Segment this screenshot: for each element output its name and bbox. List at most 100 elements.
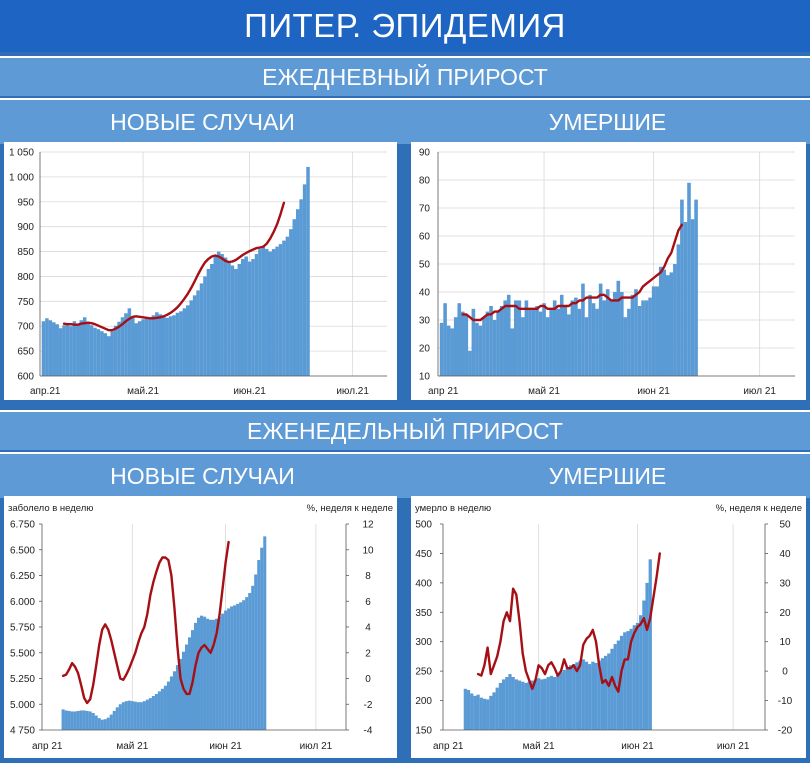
- y2-tick-label: -4: [364, 726, 373, 737]
- bar: [206, 618, 210, 730]
- bar: [216, 251, 221, 376]
- bar: [212, 619, 216, 730]
- bar: [91, 713, 95, 730]
- bar: [683, 222, 688, 376]
- y2-tick-label: 20: [779, 608, 791, 619]
- y-tick-label: 250: [415, 667, 432, 678]
- weekly-deaths-svg: 150 200 250 300 350 400 450 500 -20 -10 0 10 20 30 40 5…: [415, 503, 802, 752]
- bar: [196, 290, 200, 376]
- bar: [680, 199, 684, 376]
- bar: [251, 259, 255, 376]
- bar: [527, 681, 531, 730]
- bar: [194, 622, 198, 730]
- y-tick-label: 200: [415, 696, 432, 707]
- y2-tick-label: 10: [779, 637, 791, 648]
- bar: [673, 264, 677, 376]
- bar: [499, 306, 504, 376]
- bar: [482, 317, 486, 376]
- bar: [227, 261, 231, 376]
- bar: [268, 251, 272, 376]
- bar: [112, 710, 116, 730]
- bar: [100, 331, 104, 376]
- bar: [106, 336, 111, 376]
- bar: [584, 317, 589, 376]
- bar: [67, 710, 71, 730]
- bar: [517, 300, 522, 376]
- y-tick-label: 500: [415, 520, 432, 531]
- bar: [155, 312, 159, 376]
- bar: [574, 297, 578, 376]
- bar: [498, 682, 503, 730]
- bar: [543, 678, 547, 730]
- bar: [236, 603, 240, 730]
- bar: [215, 618, 219, 730]
- bar: [275, 246, 279, 376]
- bar: [694, 199, 698, 376]
- bar: [559, 672, 563, 730]
- bar: [635, 622, 640, 730]
- y2-tick-label: 2: [365, 648, 371, 659]
- y-tick-label: 950: [17, 197, 34, 208]
- bar: [223, 257, 228, 376]
- x-tick-label: июн.21: [233, 386, 266, 397]
- bar: [489, 306, 493, 376]
- weekly-section-title: ЕЖЕНЕДЕЛЬНЫЙ ПРИРОСТ: [247, 417, 563, 444]
- bar: [535, 306, 539, 376]
- bar: [158, 314, 163, 376]
- bar: [242, 600, 246, 730]
- x-tick-label: май 21: [523, 741, 555, 752]
- bar: [521, 681, 525, 730]
- bar: [182, 308, 187, 376]
- bar: [131, 317, 135, 376]
- bar: [100, 719, 104, 730]
- bar: [629, 628, 633, 730]
- bar: [642, 600, 646, 730]
- x-tick-label: май 21: [116, 741, 148, 752]
- bar: [221, 613, 225, 730]
- bar: [690, 219, 695, 376]
- bar: [591, 303, 596, 376]
- bar: [446, 325, 451, 376]
- bar: [203, 616, 207, 730]
- bar: [118, 704, 122, 730]
- series-line: [61, 540, 230, 705]
- weekly-cases-chart: 4 750 5.000 5.250 5.500 5.750 6.000 6.250 6.500…: [4, 496, 397, 758]
- bar: [598, 283, 603, 376]
- y2-axis-label: %, неделя к неделе: [307, 503, 393, 514]
- bar: [610, 648, 614, 730]
- bar: [299, 199, 303, 376]
- y-tick-label: 6.750: [10, 520, 35, 531]
- bar: [648, 559, 652, 730]
- bar: [501, 679, 506, 730]
- bar: [278, 244, 283, 376]
- bar: [163, 685, 167, 730]
- y2-tick-label: 40: [779, 549, 791, 560]
- daily-deaths-label: УМЕРШИЕ: [548, 108, 667, 135]
- y-tick-label: 800: [17, 272, 34, 283]
- y-tick-label: 450: [415, 549, 432, 560]
- bar: [244, 256, 248, 376]
- y-tick-label: 6.500: [10, 545, 35, 556]
- y-tick-label: 400: [415, 578, 432, 589]
- bar: [179, 311, 183, 376]
- daily-sub-band: НОВЫЕ СЛУЧАИ УМЕРШИЕ: [0, 98, 810, 144]
- bar: [453, 317, 458, 376]
- bar: [302, 184, 307, 376]
- bar: [260, 547, 264, 730]
- bar: [166, 681, 170, 730]
- bar: [263, 536, 267, 730]
- bar: [559, 294, 564, 376]
- daily-deaths-chart: 10 20 30 40 50 60 70 80 90 апр 21 май 21 июн 21 июл …: [411, 142, 806, 400]
- weekly-cases-label: НОВЫЕ СЛУЧАИ: [110, 462, 295, 489]
- bar: [506, 294, 511, 376]
- y-tick-label: 5.250: [10, 674, 35, 685]
- bar: [261, 246, 266, 376]
- bar: [240, 259, 245, 376]
- bar: [127, 700, 131, 730]
- bar: [227, 608, 231, 730]
- bar: [450, 328, 454, 376]
- y-tick-label: 5.750: [10, 623, 35, 634]
- bar: [658, 266, 663, 376]
- bar: [623, 317, 628, 376]
- bar: [577, 308, 582, 376]
